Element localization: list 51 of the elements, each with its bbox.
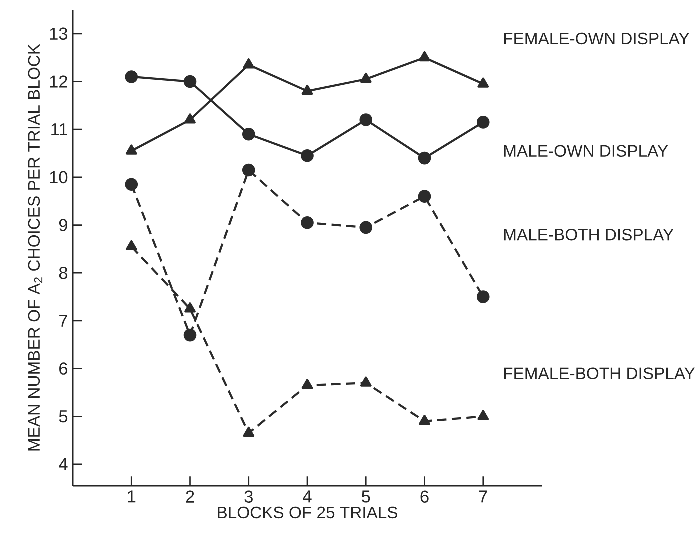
y-tick-label: 13 <box>50 28 68 40</box>
point <box>476 290 490 304</box>
y-axis-title: MEAN NUMBER OF A$_{2}$ CHOICES PER TRIAL BLOCK <box>28 44 43 451</box>
text: MALE-BOTH DISPLAY <box>504 228 674 241</box>
point <box>419 415 430 426</box>
y-tick-label: 12 <box>50 76 68 88</box>
x-tick-label: 4 <box>303 490 312 503</box>
point <box>478 78 490 88</box>
point <box>302 84 314 96</box>
point <box>126 240 138 251</box>
x-tick-label: 1 <box>128 490 136 503</box>
point <box>360 114 373 126</box>
y-tick-label: 11 <box>52 124 68 136</box>
y-tick-label: 7 <box>60 315 68 327</box>
point <box>418 190 432 203</box>
text: FEMALE-BOTH DISPLAY <box>504 368 696 380</box>
x-tick-label: 2 <box>186 490 194 503</box>
point <box>419 51 430 62</box>
y-tick-label: 5 <box>59 410 68 423</box>
point <box>418 152 432 165</box>
x-tick-label: 7 <box>479 490 488 503</box>
point <box>184 302 196 313</box>
y-tick-label: 9 <box>59 219 68 232</box>
y-tick-label: 4 <box>59 458 68 470</box>
x-tick-label: 3 <box>244 490 253 503</box>
y-tick-label: 6 <box>60 362 68 375</box>
series-label: MALE-OWN DISPLAY <box>504 145 668 158</box>
point <box>301 216 314 230</box>
y-tick-label: 8 <box>59 266 68 280</box>
x-tick-label: 6 <box>420 490 429 503</box>
point <box>242 128 256 141</box>
point <box>243 58 255 69</box>
point <box>301 150 314 162</box>
point <box>360 376 372 387</box>
x-tick-label: 5 <box>362 490 370 503</box>
point <box>184 75 197 88</box>
point <box>243 426 255 438</box>
point <box>360 72 372 84</box>
point <box>184 114 196 124</box>
x-axis-title: BLOCKS OF 25 TRIALS <box>218 506 398 519</box>
point <box>302 379 314 390</box>
point <box>476 116 490 129</box>
point <box>125 70 138 84</box>
point <box>242 164 256 177</box>
point <box>478 410 490 420</box>
text: FEMALE-OWN DISPLAY <box>504 32 690 45</box>
point <box>360 221 373 234</box>
point <box>125 178 138 192</box>
point <box>184 328 197 342</box>
point <box>126 144 138 155</box>
y-tick-label: 10 <box>50 171 68 184</box>
